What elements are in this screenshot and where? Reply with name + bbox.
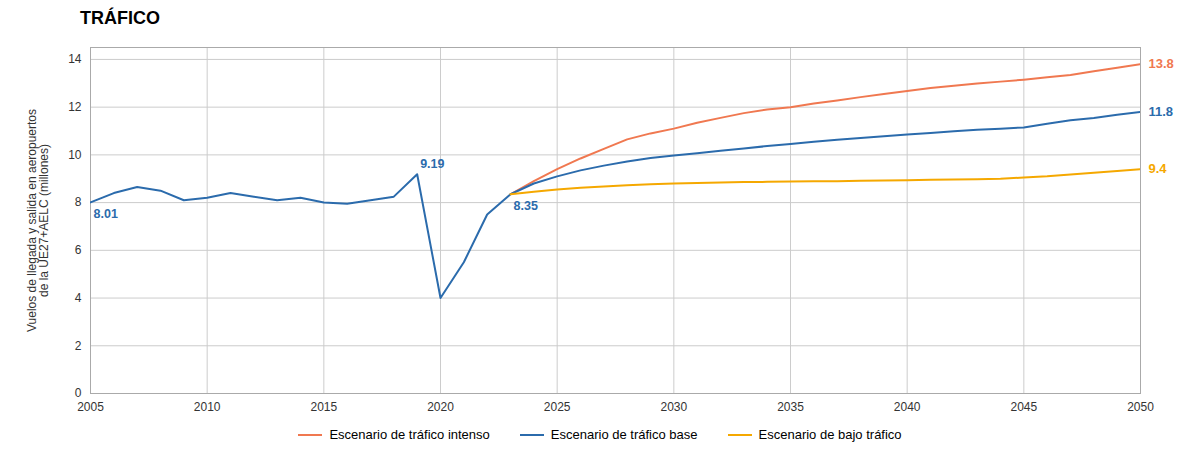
svg-text:6: 6 bbox=[75, 243, 82, 257]
svg-text:2030: 2030 bbox=[660, 400, 687, 414]
svg-text:2005: 2005 bbox=[77, 400, 104, 414]
svg-text:8: 8 bbox=[75, 195, 82, 209]
svg-text:8.35: 8.35 bbox=[514, 199, 538, 213]
svg-text:11.8: 11.8 bbox=[1149, 104, 1174, 119]
svg-text:8.01: 8.01 bbox=[94, 207, 118, 221]
svg-text:2040: 2040 bbox=[894, 400, 921, 414]
svg-text:2050: 2050 bbox=[1127, 400, 1154, 414]
svg-text:12: 12 bbox=[68, 100, 82, 114]
svg-text:0: 0 bbox=[75, 386, 82, 400]
svg-text:9.4: 9.4 bbox=[1149, 161, 1168, 176]
svg-text:2020: 2020 bbox=[427, 400, 454, 414]
html-text:Escenario de bajo tráfico: Escenario de bajo tráfico bbox=[758, 427, 902, 442]
svg-text:9.19: 9.19 bbox=[420, 157, 444, 171]
svg-text:10: 10 bbox=[68, 148, 82, 162]
svg-text:13.8: 13.8 bbox=[1149, 56, 1174, 71]
svg-text:2025: 2025 bbox=[544, 400, 571, 414]
svg-text:2035: 2035 bbox=[777, 400, 804, 414]
html-text:TRÁFICO: TRÁFICO bbox=[80, 8, 160, 28]
svg-text:2045: 2045 bbox=[1010, 400, 1037, 414]
html-text:Escenario de tráfico intenso: Escenario de tráfico intenso bbox=[329, 427, 490, 442]
svg-text:14: 14 bbox=[68, 52, 82, 66]
svg-text:Vuelos de llegada y salida en: Vuelos de llegada y salida en aeropuerto… bbox=[25, 109, 51, 332]
html-text:Escenario de tráfico base: Escenario de tráfico base bbox=[550, 427, 698, 442]
svg-text:2010: 2010 bbox=[194, 400, 221, 414]
svg-text:2: 2 bbox=[75, 339, 82, 353]
svg-text:4: 4 bbox=[75, 291, 82, 305]
svg-text:2015: 2015 bbox=[310, 400, 337, 414]
